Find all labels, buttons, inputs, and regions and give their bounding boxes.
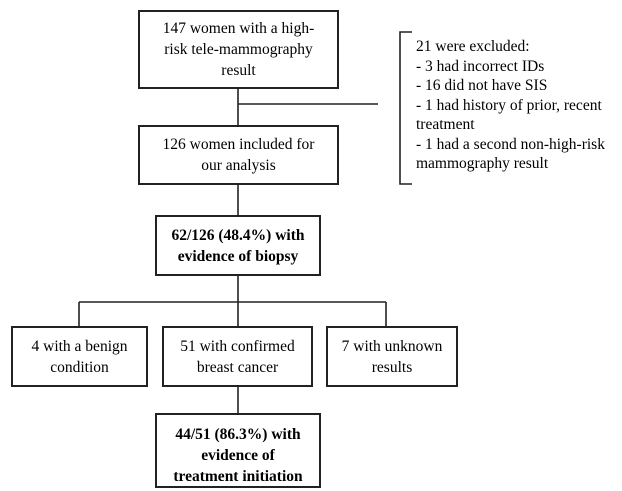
biopsy-line-2: evidence of biopsy — [177, 247, 299, 265]
cancer-line-1: 51 with confirmed — [180, 337, 295, 355]
treatment-box: 44/51 (86.3%) with evidence of treatment… — [155, 413, 321, 488]
exclusion-bracket — [399, 31, 412, 185]
exclusion-list: 21 were excluded: - 3 had incorrect IDs … — [416, 37, 620, 174]
unknown-box: 7 with unknown results — [326, 326, 458, 387]
cancer-box: 51 with confirmed breast cancer — [162, 326, 313, 387]
included-line-2: our analysis — [201, 157, 276, 174]
exclusion-line-5: treatment — [416, 116, 475, 133]
exclusion-line-7: mammography result — [416, 155, 549, 172]
included-box: 126 women included for our analysis — [138, 125, 339, 185]
exclusion-line-3: - 16 did not have SIS — [416, 77, 548, 94]
biopsy-line-1: 62/126 (48.4%) with — [171, 226, 305, 244]
benign-box: 4 with a benign condition — [11, 326, 148, 387]
benign-line-2: condition — [50, 358, 109, 376]
cancer-line-2: breast cancer — [196, 358, 279, 376]
screened-box: 147 women with a high- risk tele-mammogr… — [138, 10, 339, 89]
screened-line-1: 147 women with a high- — [162, 20, 315, 37]
included-line-1: 126 women included for — [162, 136, 315, 153]
exclusion-line-1: 21 were excluded: — [416, 38, 530, 55]
treatment-line-3: treatment initiation — [173, 468, 303, 485]
screened-line-2: risk tele-mammography — [164, 41, 313, 58]
unknown-line-1: 7 with unknown — [341, 337, 443, 355]
exclusion-line-4: - 1 had history of prior, recent — [416, 96, 602, 114]
treatment-line-2: evidence of — [201, 447, 275, 464]
biopsy-box: 62/126 (48.4%) with evidence of biopsy — [155, 215, 321, 276]
screened-line-3: result — [221, 62, 256, 79]
unknown-line-2: results — [371, 358, 413, 376]
benign-line-1: 4 with a benign — [31, 337, 128, 355]
exclusion-line-6: - 1 had a second non-high-risk — [416, 135, 605, 153]
exclusion-line-2: - 3 had incorrect IDs — [416, 57, 545, 75]
treatment-line-1: 44/51 (86.3%) with — [175, 426, 301, 443]
